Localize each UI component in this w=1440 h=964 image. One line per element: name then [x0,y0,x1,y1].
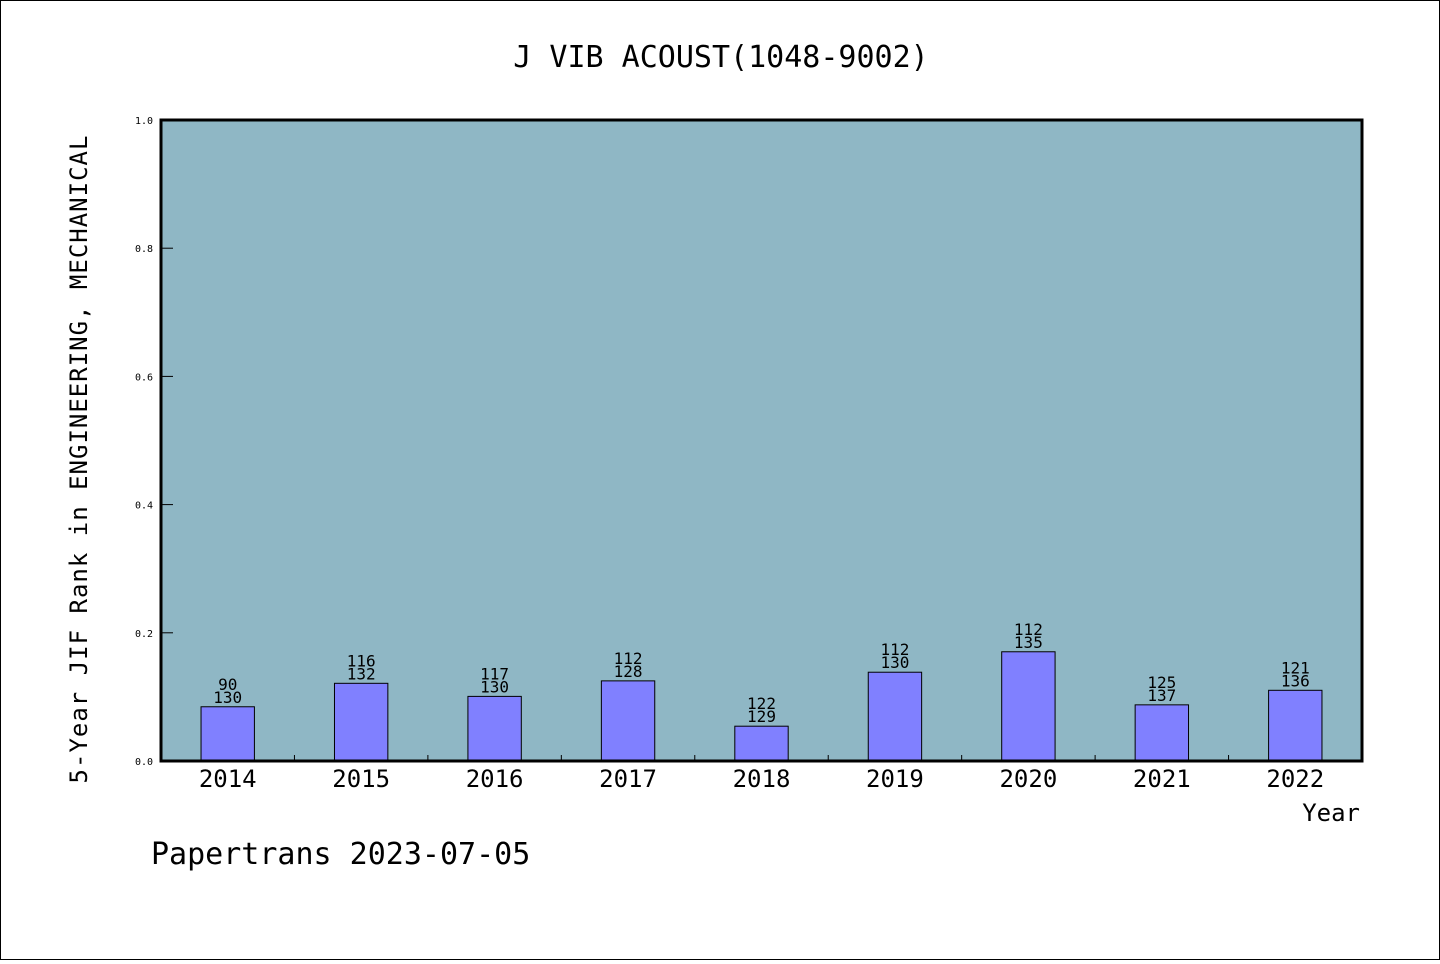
plot-area [159,118,1364,763]
bar-2021 [1134,704,1190,762]
x-tick-label: 2015 [332,765,390,793]
y-axis-label: 5-Year JIF Rank in ENGINEERING, MECHANIC… [65,135,93,784]
bar-2017 [600,680,656,762]
x-tick-label: 2020 [999,765,1057,793]
chart-title: J VIB ACOUST(1048-9002) [513,40,928,75]
rank-label: 125 [1147,673,1176,692]
footer-text: Papertrans 2023-07-05 [151,837,530,872]
bar-2022 [1268,689,1323,762]
x-tick-label: 2018 [733,765,791,793]
rank-label: 116 [347,651,376,670]
x-tick-label: 2021 [1133,765,1191,793]
rank-label: 122 [747,694,776,713]
total-label: 130 [480,677,509,696]
y-tick-label: 0.2 [135,629,153,640]
x-tick-label: 2017 [599,765,657,793]
bar-2018 [734,725,789,762]
y-tick-label: 1.0 [135,116,153,127]
total-label: 130 [880,653,909,672]
bar-2016 [467,695,522,762]
x-axis: 2014 2015 2016 2017 2018 2019 2020 2021 2022 [199,755,1324,793]
rank-label: 121 [1281,658,1310,677]
total-label: 132 [347,664,376,683]
y-tick-label: 0.6 [135,372,153,383]
x-tick-label: 2022 [1266,765,1324,793]
x-tick-label: 2014 [199,765,257,793]
rank-label: 90 [218,675,237,694]
y-tick-label: 0.4 [135,501,153,512]
x-tick-label: 2019 [866,765,924,793]
bar-2019 [867,671,923,762]
y-tick-label: 0.8 [135,244,153,255]
y-axis: 0.0 0.2 0.4 0.6 0.8 1.0 [135,116,173,768]
total-label: 136 [1281,671,1310,690]
x-tick-label: 2016 [466,765,524,793]
y-tick-label: 0.0 [135,757,153,768]
total-label: 129 [747,707,776,726]
bar-2014 [200,706,255,762]
plot-border [159,118,1364,763]
rank-label: 112 [1014,620,1043,639]
rank-label: 117 [480,664,509,683]
total-label: 128 [614,662,643,681]
rank-label: 112 [614,649,643,668]
bar-2015 [333,682,389,762]
total-label: 135 [1014,633,1043,652]
rank-label: 112 [880,640,909,659]
x-axis-label: Year [1302,799,1360,827]
total-label: 137 [1147,686,1176,705]
total-label: 130 [213,688,242,707]
bar-2020 [1001,651,1056,762]
